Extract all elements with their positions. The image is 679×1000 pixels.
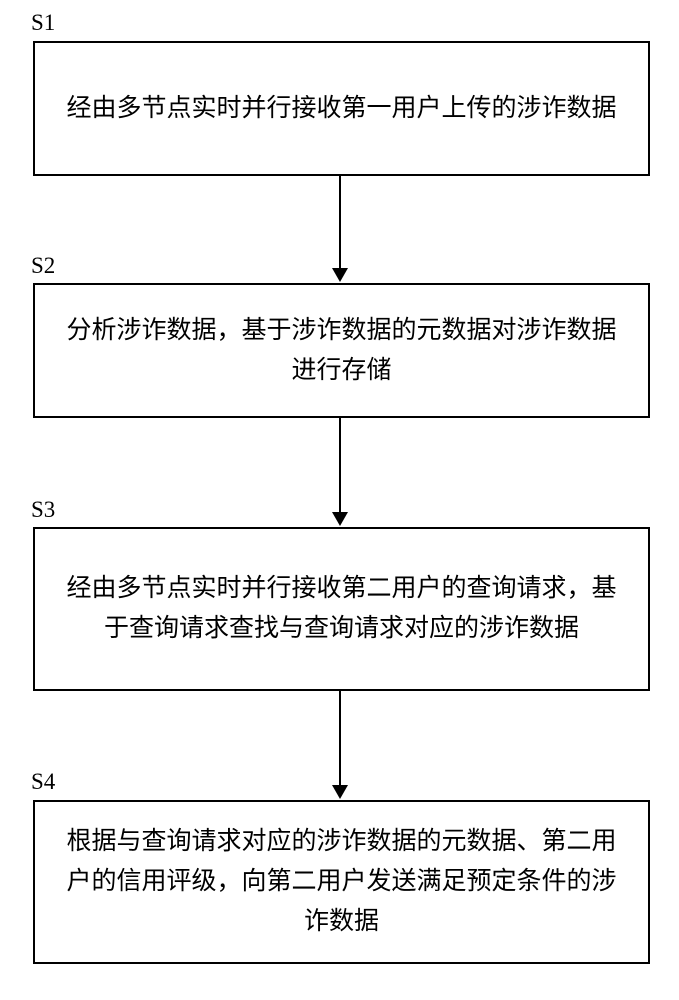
step-box-s1: 经由多节点实时并行接收第一用户上传的涉诈数据 (33, 41, 650, 176)
arrow-s2-s3 (332, 418, 348, 526)
arrow-line (339, 176, 341, 269)
arrow-s1-s2 (332, 176, 348, 282)
step-text-s1: 经由多节点实时并行接收第一用户上传的涉诈数据 (66, 89, 616, 129)
step-text-s2: 分析涉诈数据，基于涉诈数据的元数据对涉诈数据进行存储 (65, 311, 618, 391)
arrow-head-icon (332, 785, 348, 799)
step-label-text: S2 (31, 253, 55, 278)
step-label-s3: S3 (31, 497, 55, 523)
step-text-s3: 经由多节点实时并行接收第二用户的查询请求，基于查询请求查找与查询请求对应的涉诈数… (65, 569, 618, 649)
step-label-s1: S1 (31, 10, 55, 36)
arrow-line (339, 418, 341, 513)
step-box-s3: 经由多节点实时并行接收第二用户的查询请求，基于查询请求查找与查询请求对应的涉诈数… (33, 527, 650, 691)
arrow-s3-s4 (332, 691, 348, 799)
step-label-s2: S2 (31, 253, 55, 279)
step-text-s4: 根据与查询请求对应的涉诈数据的元数据、第二用户的信用评级，向第二用户发送满足预定… (65, 822, 618, 942)
step-box-s2: 分析涉诈数据，基于涉诈数据的元数据对涉诈数据进行存储 (33, 283, 650, 418)
arrow-head-icon (332, 268, 348, 282)
arrow-line (339, 691, 341, 786)
arrow-head-icon (332, 512, 348, 526)
step-box-s4: 根据与查询请求对应的涉诈数据的元数据、第二用户的信用评级，向第二用户发送满足预定… (33, 800, 650, 964)
step-label-s4: S4 (31, 769, 55, 795)
step-label-text: S1 (31, 10, 55, 35)
step-label-text: S3 (31, 497, 55, 522)
flowchart-container: S1 经由多节点实时并行接收第一用户上传的涉诈数据 S2 分析涉诈数据，基于涉诈… (0, 0, 679, 1000)
step-label-text: S4 (31, 769, 55, 794)
